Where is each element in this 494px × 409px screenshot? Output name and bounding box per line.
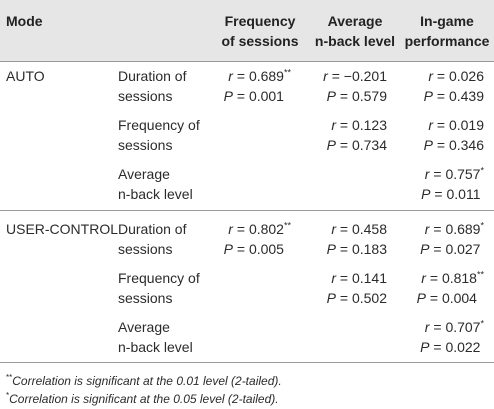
p-value: P = 0.346	[423, 137, 484, 153]
table-header: Mode Frequency of sessions Average n-bac…	[0, 0, 494, 62]
table-bottom-rule	[0, 362, 494, 363]
row-label: Average n-back level	[118, 166, 193, 202]
p-value: P = 0.011*	[421, 186, 481, 202]
r-value: r = 0.689**	[228, 67, 291, 84]
r-value: r = 0.019	[428, 117, 484, 133]
r-value: r = −0.201	[323, 68, 387, 84]
row-label: Duration of sessions	[118, 221, 187, 257]
p-value: P = 0.579	[326, 88, 387, 104]
r-value: r = 0.123	[331, 117, 387, 133]
header-in-game-performance: In-game performance	[404, 13, 490, 49]
header-mode: Mode	[6, 13, 43, 29]
r-value: r = 0.818**	[421, 269, 484, 286]
p-value: P = 0.502	[326, 290, 387, 306]
p-value: P = 0.004**	[416, 290, 477, 306]
r-value: r = 0.689*	[424, 220, 484, 237]
p-value: P = 0.001**	[223, 88, 284, 104]
r-value: r = 0.026	[428, 68, 484, 84]
mode-label: AUTO	[6, 68, 45, 84]
p-value: P = 0.005**	[223, 241, 284, 257]
row-label: Frequency of sessions	[118, 117, 200, 153]
header-frequency-of-sessions: Frequency of sessions	[221, 13, 299, 49]
mode-label: USER-CONTROL	[6, 221, 119, 237]
r-value: r = 0.141	[331, 270, 387, 286]
p-value: P = 0.183	[326, 241, 387, 257]
row-label: Average n-back level	[118, 319, 193, 355]
p-value: P = 0.734	[326, 137, 387, 153]
group-divider	[0, 210, 494, 211]
r-value: r = 0.458	[331, 221, 387, 237]
p-value: P = 0.022*	[420, 339, 481, 355]
header-average-n-back-level: Average n-back level	[314, 13, 396, 49]
r-value: r = 0.757*	[424, 165, 484, 182]
row-label: Duration of sessions	[118, 68, 187, 104]
r-value: r = 0.707*	[424, 318, 484, 335]
footnote-double-star: **Correlation is significant at the 0.01…	[6, 373, 282, 389]
r-value: r = 0.802**	[228, 220, 291, 237]
footnote-single-star: *Correlation is significant at the 0.05 …	[6, 391, 279, 407]
p-value: P = 0.439	[423, 88, 484, 104]
p-value: P = 0.027*	[420, 241, 481, 257]
row-label: Frequency of sessions	[118, 270, 200, 306]
